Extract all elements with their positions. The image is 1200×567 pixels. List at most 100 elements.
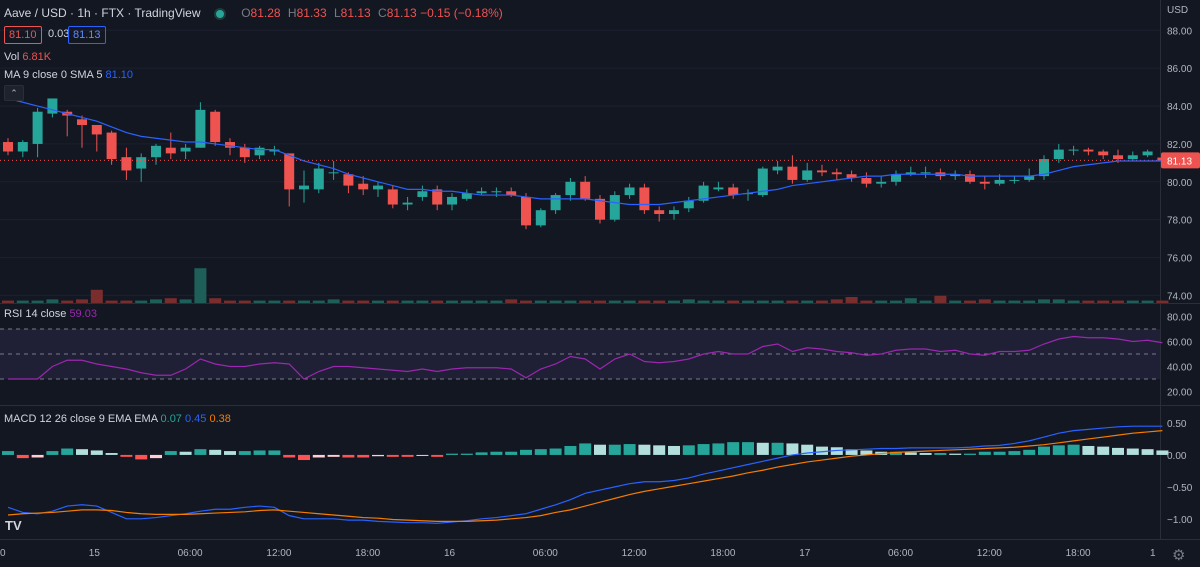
buy-price-button[interactable]: 81.13	[68, 26, 106, 44]
volume-bar	[386, 300, 399, 303]
volume-bar	[771, 300, 784, 303]
candle-body	[77, 119, 87, 125]
candle-body	[1053, 149, 1064, 160]
volume-bar	[179, 299, 192, 303]
macd-tick: −0.50	[1167, 483, 1193, 494]
volume-bar	[90, 289, 103, 303]
last-price-box	[1161, 152, 1200, 169]
volume-bar	[1008, 300, 1021, 303]
volume-bar	[1112, 300, 1124, 303]
volume-bar	[727, 300, 740, 303]
candle-body	[965, 174, 975, 182]
candle-body	[387, 189, 398, 205]
macd-legend[interactable]: MACD 12 26 close 9 EMA EMA 0.07 0.45 0.3…	[4, 413, 231, 425]
macd-hist-bar	[919, 453, 932, 455]
candle-body	[846, 174, 857, 179]
macd-hist-bar	[830, 447, 843, 455]
open-label: O	[241, 6, 251, 20]
volume-bar	[1097, 300, 1110, 303]
macd-hist-bar	[46, 451, 59, 455]
macd-hist-bar	[298, 454, 310, 461]
time-tick: 17	[799, 548, 811, 559]
volume-bar	[919, 300, 932, 303]
macd-hist-bar	[1141, 449, 1154, 455]
candle-body	[151, 145, 161, 158]
macd-hist-bar	[668, 445, 680, 455]
volume-bar	[949, 300, 962, 303]
volume-bar	[1052, 299, 1065, 303]
candle-body	[639, 187, 650, 211]
candle-body	[3, 142, 13, 152]
volume-bar	[312, 300, 325, 303]
volume-bar	[608, 300, 621, 303]
settings-gear-icon[interactable]: ⚙	[1172, 547, 1186, 564]
candle-body	[550, 195, 561, 211]
volume-bar	[742, 300, 754, 303]
volume-bar	[549, 300, 562, 303]
macd-hist-bar	[61, 448, 74, 455]
macd-hist-bar	[1052, 445, 1065, 455]
candle-body	[861, 178, 872, 184]
collapse-legend-button[interactable]: ⌃	[4, 85, 24, 101]
macd-hist-bar	[697, 444, 710, 455]
candle-body	[1024, 176, 1035, 180]
high-label: H	[287, 6, 297, 20]
volume-bar	[1141, 300, 1154, 303]
tradingview-logo[interactable]: TV	[5, 518, 22, 533]
volume-bar	[1038, 299, 1050, 303]
time-tick: 0	[0, 548, 6, 559]
volume-bar	[31, 300, 44, 303]
candle-body	[1142, 151, 1153, 156]
change-value: −0.15 (−0.18%)	[420, 6, 503, 20]
rsi-tick: 60.00	[1167, 338, 1192, 349]
volume-bar	[357, 300, 370, 303]
rsi-line	[8, 335, 1163, 380]
volume-bar	[150, 299, 162, 303]
volume-label: Vol	[4, 51, 20, 63]
macd-hist-bar	[520, 449, 532, 455]
volume-bar	[756, 300, 769, 303]
macd-hist-bar	[490, 451, 503, 455]
macd-hist-bar	[1023, 449, 1036, 455]
candle-body	[831, 172, 842, 175]
macd-hist-bar	[549, 448, 562, 455]
volume-bar	[238, 300, 251, 303]
candle-body	[1098, 151, 1109, 156]
price-tick: 78.00	[1167, 216, 1192, 227]
volume-bar	[1126, 300, 1139, 303]
candle-body	[32, 111, 43, 144]
candle-body	[624, 187, 635, 196]
rsi-label: RSI 14 close	[4, 308, 67, 320]
candle-body	[284, 153, 295, 190]
sell-price-button[interactable]: 81.10	[4, 26, 42, 44]
time-tick: 06:00	[178, 548, 203, 559]
macd-hist-bar	[327, 454, 340, 457]
close-value: 81.13	[386, 6, 417, 20]
rsi-tick: 80.00	[1167, 313, 1192, 324]
macd-hist-bar	[904, 452, 917, 455]
volume-legend[interactable]: Vol 6.81K	[4, 51, 51, 63]
macd-line-value: 0.45	[185, 413, 207, 425]
candle-body	[373, 185, 383, 190]
volume-bar	[934, 295, 947, 303]
candle-body	[535, 210, 546, 226]
volume-bar	[505, 299, 518, 303]
rsi-legend[interactable]: RSI 14 close 59.03	[4, 308, 97, 320]
candle-body	[950, 174, 961, 177]
macd-hist-bar	[845, 449, 858, 455]
candle-body	[506, 191, 517, 196]
macd-hist-bar	[1156, 450, 1169, 455]
macd-signal-value: 0.38	[209, 413, 231, 425]
candle-body	[787, 166, 798, 180]
ma-legend[interactable]: MA 9 close 0 SMA 5 81.10	[4, 69, 133, 81]
volume-bar	[120, 300, 133, 303]
volume-bar	[1067, 300, 1080, 303]
volume-value: 6.81K	[22, 51, 52, 63]
volume-bar	[431, 300, 444, 303]
macd-hist-bar	[1008, 451, 1021, 455]
volume-bar	[1156, 300, 1169, 303]
macd-hist-bar	[756, 442, 769, 455]
symbol-title[interactable]: Aave / USD · 1h · FTX · TradingView	[4, 6, 201, 20]
macd-hist-bar	[1126, 448, 1139, 455]
